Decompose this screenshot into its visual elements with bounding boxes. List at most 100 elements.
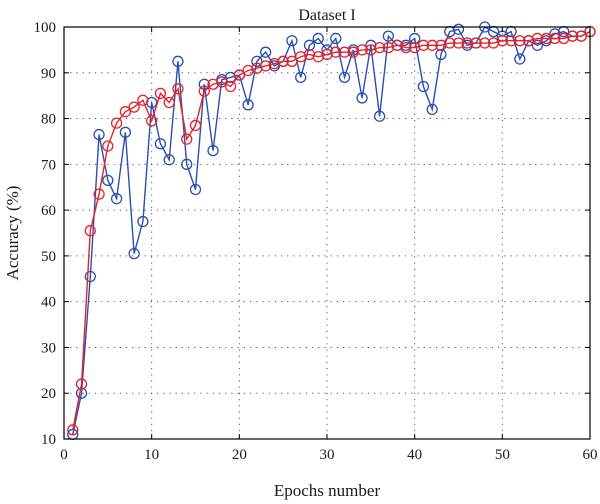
series-1-point [102, 174, 114, 187]
series-1-point [84, 270, 96, 283]
series-2-point [102, 140, 114, 152]
series-2-point [277, 55, 289, 67]
x-tick-label: 50 [495, 447, 510, 463]
x-tick-label: 30 [320, 447, 335, 463]
x-axis-label: Epochs number [274, 481, 381, 500]
series-1-point [426, 103, 438, 116]
series-1-point [181, 158, 193, 170]
series-1-point [154, 138, 167, 150]
series-1-point [93, 128, 105, 141]
series-1-point [172, 55, 184, 67]
x-tick-label: 20 [232, 447, 247, 463]
series-1-point [198, 78, 210, 90]
series-1-point [409, 32, 421, 45]
series-2-point [75, 378, 88, 390]
series-2-point [540, 32, 552, 45]
y-tick-label: 10 [41, 432, 56, 448]
series-2-point [549, 32, 561, 45]
series-1-point [137, 215, 149, 228]
series-2-point [146, 115, 158, 127]
series-2-point [531, 32, 544, 45]
series-2-point [426, 39, 438, 51]
series-1-point [514, 53, 526, 65]
series-1-point [259, 46, 272, 58]
series-2-point [330, 46, 342, 58]
series-2-point [356, 44, 368, 56]
series-2-point [373, 41, 386, 54]
series-1-point [382, 30, 395, 42]
series-2-point [496, 35, 508, 47]
series-2-point [216, 76, 228, 88]
y-axis-label: Accuracy (%) [3, 186, 22, 281]
series-2-point [444, 37, 456, 49]
x-tick-label: 10 [144, 447, 159, 463]
series-2-point [514, 35, 526, 47]
y-tick-label: 90 [41, 66, 56, 82]
y-tick-label: 20 [41, 386, 56, 402]
series-1-point [251, 55, 263, 67]
series-2-point [93, 188, 105, 200]
chart-title: Dataset I [298, 7, 355, 24]
series-2-point [417, 39, 430, 51]
series-2 [67, 25, 596, 436]
series-1-point [110, 193, 123, 205]
series-2-point [470, 37, 482, 49]
y-tick-label: 60 [41, 203, 56, 219]
series-2-point [505, 35, 517, 47]
series-2-point [163, 96, 175, 109]
series-2-point [154, 87, 167, 100]
series-1-line [72, 26, 591, 435]
series-1-point [373, 110, 386, 122]
series-2-point [198, 85, 210, 97]
series-2-point [400, 41, 412, 54]
series-2-point [84, 225, 96, 237]
series-1-point [163, 154, 175, 166]
x-tick-label: 40 [407, 447, 422, 463]
series-1-point [295, 71, 307, 84]
y-tick-label: 50 [41, 249, 56, 265]
series-2-line [72, 30, 591, 430]
series-2-point [128, 101, 140, 113]
series-2-point [119, 106, 132, 118]
y-tick-label: 70 [41, 157, 56, 173]
series-1-point [338, 71, 351, 84]
x-tick-label: 0 [60, 447, 68, 463]
series-2-point [172, 83, 184, 95]
series-2-point [575, 30, 587, 42]
series-1-point [312, 32, 324, 45]
series-2-point [181, 133, 193, 145]
series-1-point [531, 39, 544, 51]
series-1-point [330, 32, 342, 45]
series-1-point [303, 39, 316, 51]
series-1-point [207, 144, 219, 157]
series-2-point [566, 30, 579, 42]
series-2-point [286, 55, 298, 67]
y-tick-label: 30 [41, 340, 56, 356]
series-2-point [189, 119, 202, 132]
series-2-point [233, 69, 245, 81]
series-layer [67, 21, 596, 441]
grid [64, 27, 590, 439]
series-1-point [189, 183, 202, 196]
series-2-point [338, 46, 351, 58]
series-1-point [452, 23, 465, 35]
series-2-point [137, 94, 149, 106]
series-1-point [75, 387, 88, 399]
series-1-point [435, 48, 447, 61]
series-1-point [356, 92, 368, 104]
series-1-point [119, 126, 132, 138]
x-tick-label: 60 [583, 447, 598, 463]
plot-frame [63, 26, 591, 440]
series-2-point [479, 37, 491, 49]
series-1-point [128, 247, 140, 260]
series-2-point [452, 37, 465, 49]
y-tick-label: 80 [41, 112, 56, 128]
series-2-point [224, 80, 237, 93]
series-1-point [242, 99, 254, 111]
series-2-point [110, 117, 123, 129]
series-1 [67, 21, 596, 441]
series-1-point [286, 35, 298, 47]
y-tick-label: 40 [41, 295, 56, 311]
